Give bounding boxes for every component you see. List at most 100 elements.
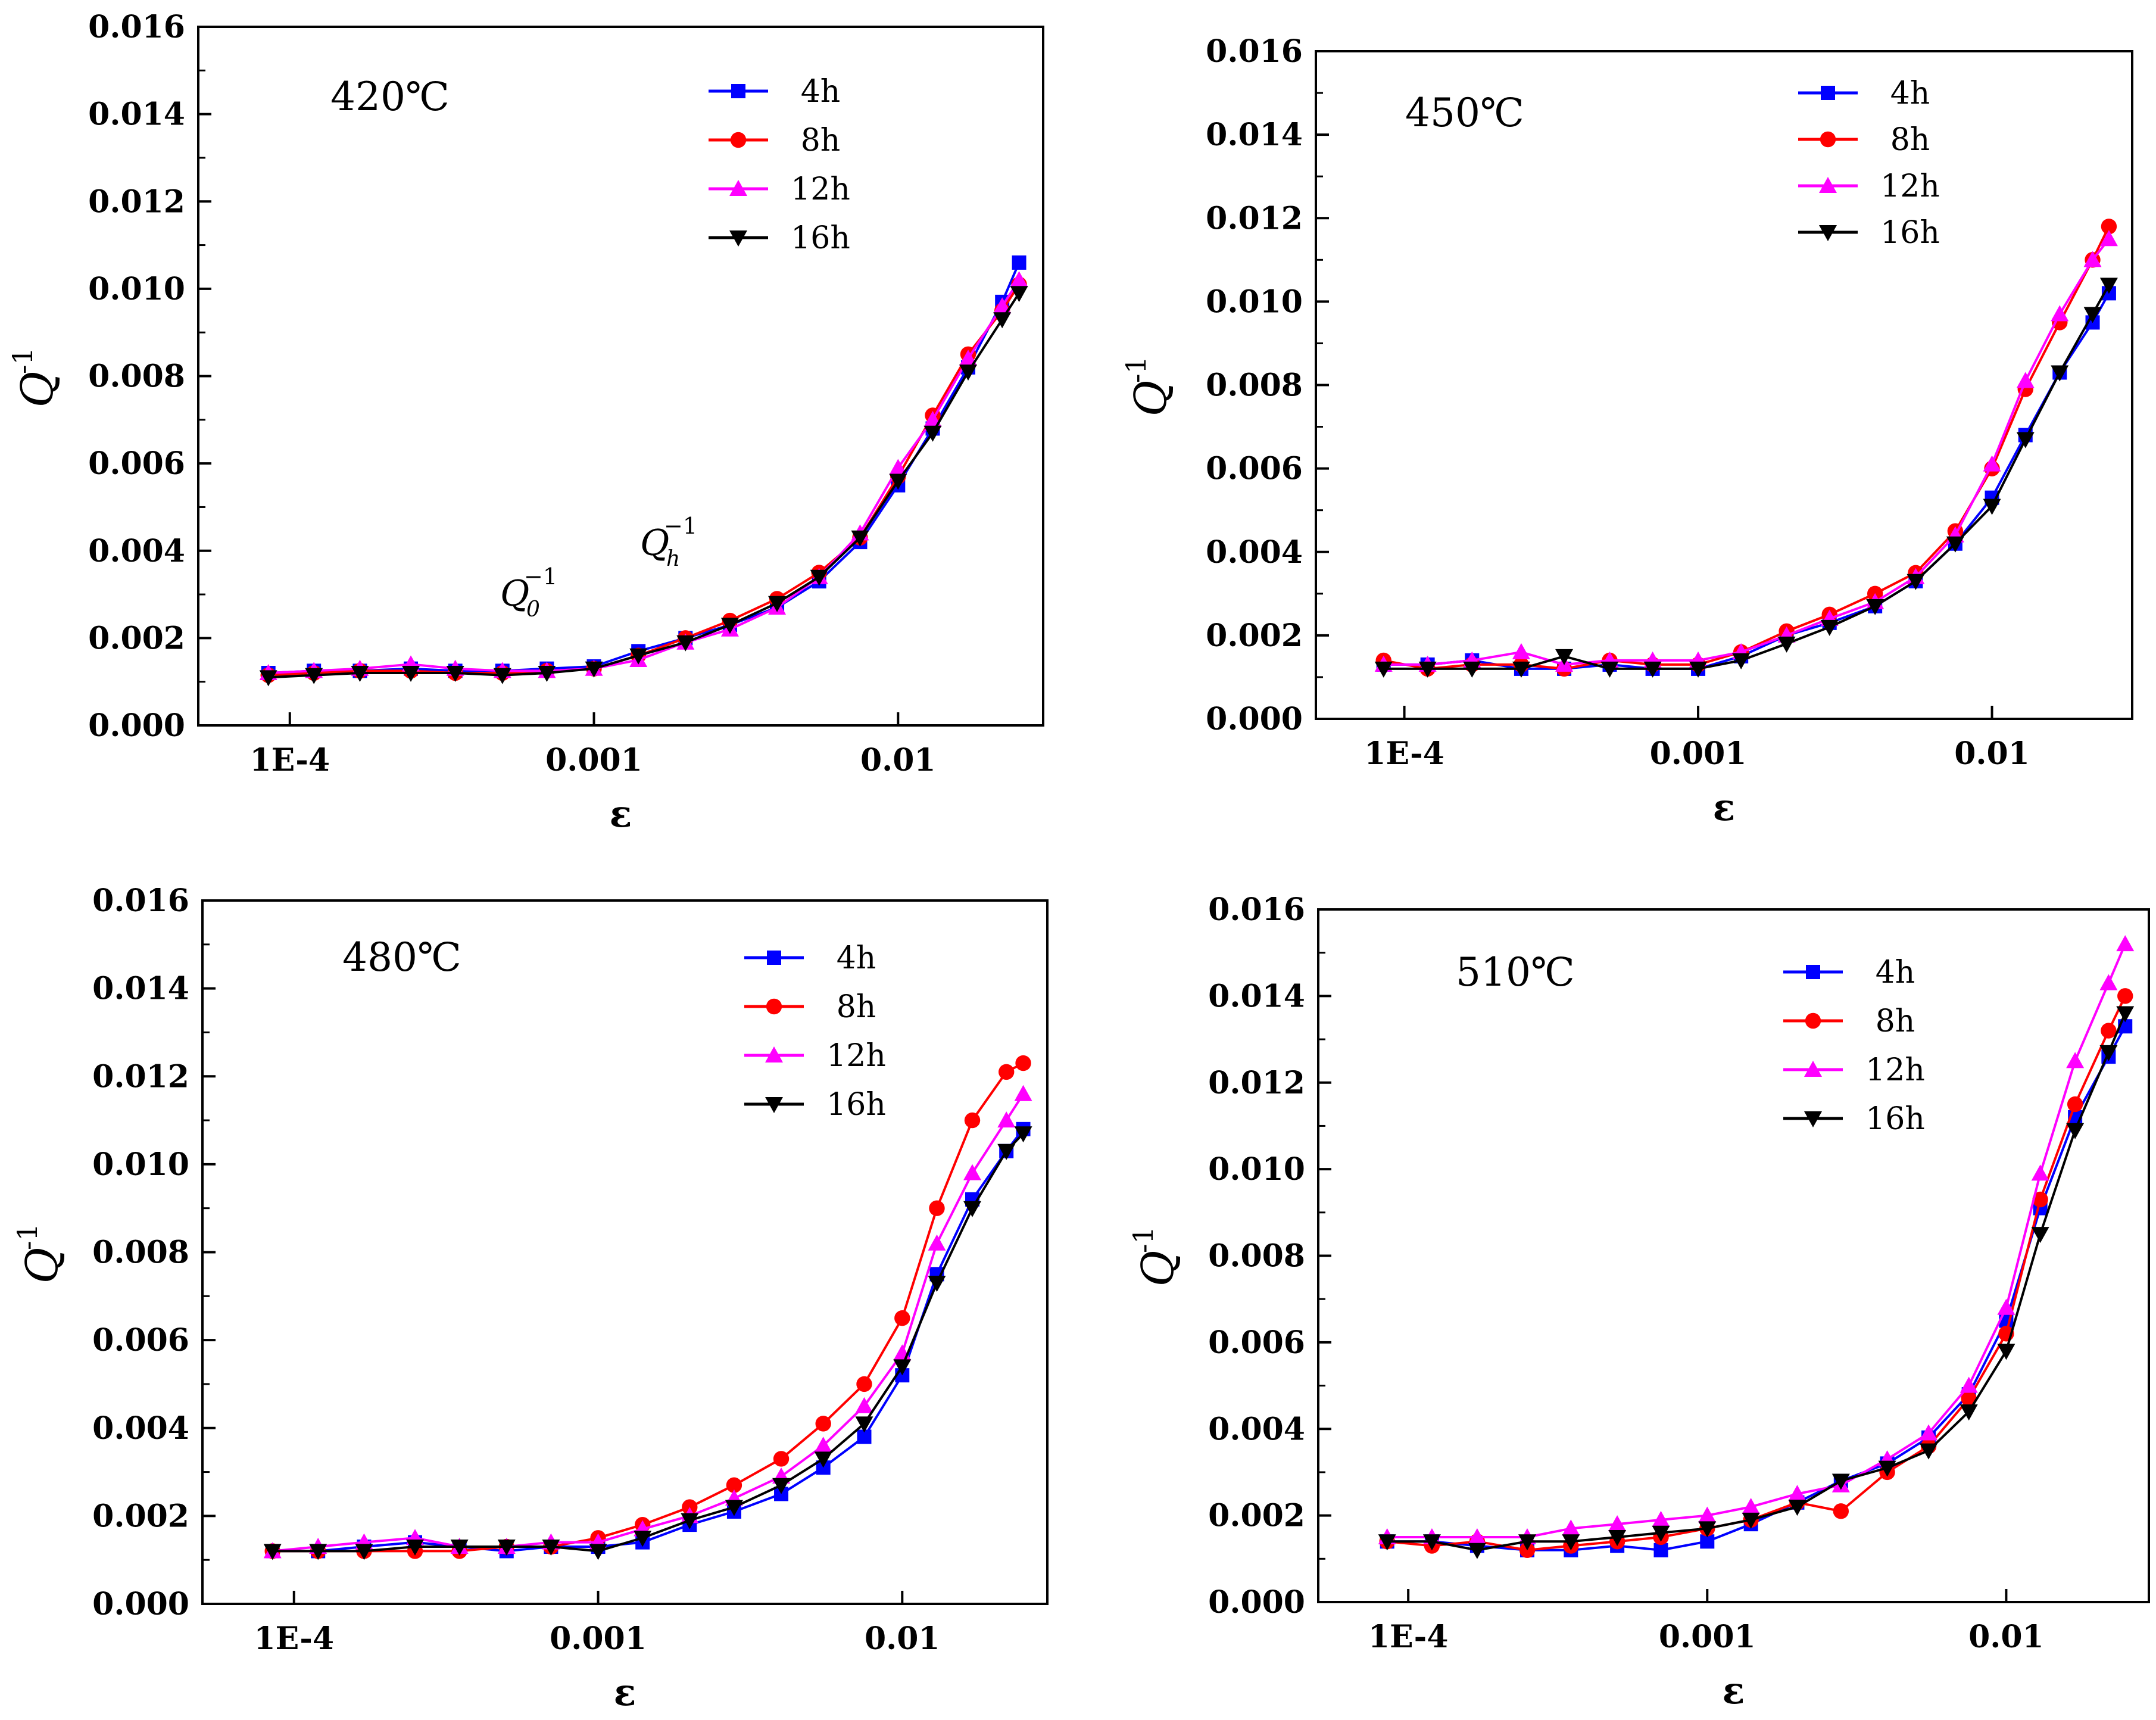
y-tick-label: 0.014	[1206, 117, 1303, 153]
data-point	[1983, 455, 2001, 472]
data-point	[855, 1397, 873, 1413]
legend-label: 4h	[801, 74, 841, 110]
data-point	[1562, 1519, 1580, 1536]
data-point	[497, 1540, 516, 1556]
series-4h	[265, 1121, 1031, 1559]
x-tick-label: 1E-4	[254, 1621, 334, 1657]
y-tick-label: 0.012	[1208, 1065, 1305, 1101]
x-axis-title: ε	[1713, 786, 1736, 829]
data-point	[959, 350, 978, 366]
data-point	[309, 1544, 327, 1560]
y-axis-title: Q-1	[1120, 356, 1177, 416]
y-tick-label: 0.006	[1206, 451, 1303, 487]
x-tick-label: 1E-4	[249, 742, 330, 778]
legend-marker	[765, 1097, 783, 1113]
data-point	[923, 425, 942, 442]
data-point	[1010, 286, 1028, 303]
series-4h	[1380, 1019, 2133, 1557]
y-tick-label: 0.014	[92, 971, 189, 1007]
data-point	[629, 648, 648, 665]
data-point	[928, 1234, 946, 1251]
data-point	[1015, 1055, 1031, 1071]
data-point	[634, 1531, 652, 1547]
y-axis-title: Q-1	[1127, 1226, 1184, 1286]
plot-frame	[201, 899, 1049, 1605]
x-axis-title: ε	[1723, 1669, 1745, 1712]
y-tick-label: 0.006	[1208, 1325, 1305, 1361]
legend-marker	[767, 951, 781, 965]
legend-marker	[730, 132, 747, 148]
data-point	[1997, 1298, 2015, 1315]
legend-marker	[766, 998, 782, 1015]
legend-label: 16h	[791, 220, 850, 256]
series-line	[1383, 284, 2110, 670]
legend-label: 12h	[791, 172, 850, 207]
data-point	[446, 666, 464, 683]
data-point	[1961, 1391, 1977, 1407]
plot-frame	[1315, 50, 2133, 720]
y-tick-label: 0.016	[92, 883, 189, 919]
data-point	[1698, 1521, 1717, 1538]
data-point	[542, 1540, 560, 1556]
annotation-main: Q	[640, 522, 669, 564]
y-tick-label: 0.004	[88, 533, 185, 569]
series-16h	[259, 286, 1028, 687]
legend-marker	[1819, 225, 1837, 241]
data-point	[1012, 255, 1026, 270]
y-tick-label: 0.012	[88, 183, 185, 220]
annotation-sub: 0	[526, 597, 540, 622]
data-point	[1518, 1534, 1536, 1551]
series-12h	[1374, 230, 2118, 672]
y-axis-title-sup: -1	[7, 347, 39, 374]
y-tick-label: 0.016	[1206, 33, 1303, 70]
y-tick-label: 0.002	[88, 620, 185, 656]
series-16h	[1374, 278, 2118, 678]
y-tick-label: 0.006	[88, 445, 185, 482]
y-tick-label: 0.012	[92, 1058, 189, 1095]
data-point	[1878, 1460, 1896, 1477]
series-line	[1387, 943, 2127, 1538]
data-point	[493, 668, 511, 684]
series-line	[268, 283, 1021, 677]
x-axis-title: ε	[610, 792, 632, 836]
series-4h	[261, 255, 1026, 681]
y-tick-label: 0.012	[1206, 200, 1303, 236]
y-tick-label: 0.010	[92, 1146, 189, 1183]
series-8h	[1375, 219, 2117, 677]
x-tick-label: 0.001	[545, 742, 642, 778]
y-tick-label: 0.008	[88, 359, 185, 395]
legend: 4h 8h 12h 16h	[709, 74, 850, 256]
y-tick-label: 0.014	[1208, 978, 1305, 1014]
data-point	[1946, 536, 1964, 553]
data-point	[1512, 643, 1530, 659]
y-tick-label: 0.010	[1206, 283, 1303, 320]
plot-frame	[1317, 908, 2150, 1603]
panel-title: 450℃	[1405, 90, 1524, 136]
data-point	[2016, 432, 2035, 448]
data-point	[851, 530, 869, 547]
data-point	[1468, 1528, 1486, 1544]
annotation-sup: −1	[524, 563, 557, 590]
data-point	[1742, 1512, 1760, 1529]
data-point	[589, 1544, 607, 1560]
legend-marker	[1820, 131, 1836, 148]
series-12h	[259, 271, 1028, 681]
legend-label: 8h	[837, 989, 876, 1025]
x-tick-label: 0.001	[1659, 1619, 1756, 1655]
data-point	[355, 1544, 373, 1560]
legend-label: 4h	[1890, 76, 1930, 111]
data-point	[814, 1437, 832, 1453]
annotation-main: Q	[500, 573, 529, 615]
y-tick-label: 0.006	[92, 1322, 189, 1358]
data-point	[1014, 1126, 1032, 1143]
legend-label: 8h	[1890, 122, 1930, 158]
series-line	[272, 1093, 1025, 1553]
data-point	[1689, 661, 1708, 678]
x-tick-label: 0.01	[1968, 1619, 2044, 1655]
data-point	[2067, 1096, 2083, 1113]
data-point	[964, 1112, 981, 1129]
data-point	[2116, 935, 2135, 952]
legend-marker	[1821, 86, 1835, 100]
y-tick-label: 0.016	[88, 9, 185, 45]
